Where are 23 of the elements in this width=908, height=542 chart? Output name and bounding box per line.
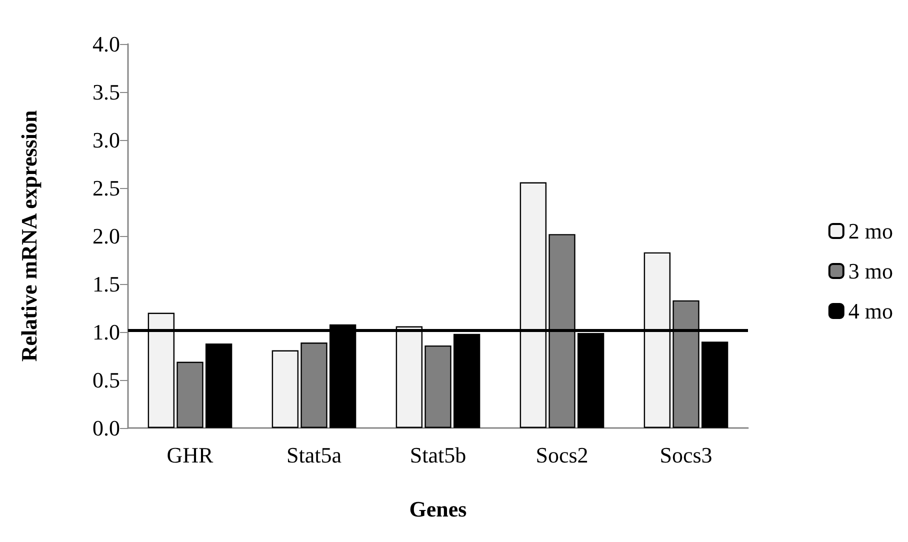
y-tick-label: 1.5 <box>92 272 120 296</box>
x-tick-label: Stat5a <box>286 442 342 468</box>
x-tick-label: Stat5b <box>410 442 466 468</box>
legend-label: 2 mo <box>848 218 894 244</box>
y-tick-label: 0.0 <box>92 416 120 440</box>
y-tick-label: 1.0 <box>92 320 120 344</box>
y-axis-title: Relative mRNA expression <box>16 110 42 362</box>
bar <box>701 342 728 428</box>
legend-label: 3 mo <box>848 258 894 284</box>
x-tick-label: Socs3 <box>660 442 712 468</box>
legend-label: 4 mo <box>848 298 894 324</box>
y-tick-label: 3.5 <box>92 80 120 104</box>
bar <box>453 334 480 428</box>
x-axis-title: Genes <box>409 496 468 522</box>
y-tick-label: 2.0 <box>92 224 120 248</box>
bar <box>205 344 232 428</box>
y-tick-label: 2.5 <box>92 176 120 200</box>
bar <box>272 350 299 428</box>
y-tick-label: 3.0 <box>92 128 120 152</box>
x-tick-label: Socs2 <box>536 442 588 468</box>
y-tick-label: 4.0 <box>92 32 120 56</box>
x-tick-label: GHR <box>166 442 214 468</box>
y-tick-label: 0.5 <box>92 368 120 392</box>
